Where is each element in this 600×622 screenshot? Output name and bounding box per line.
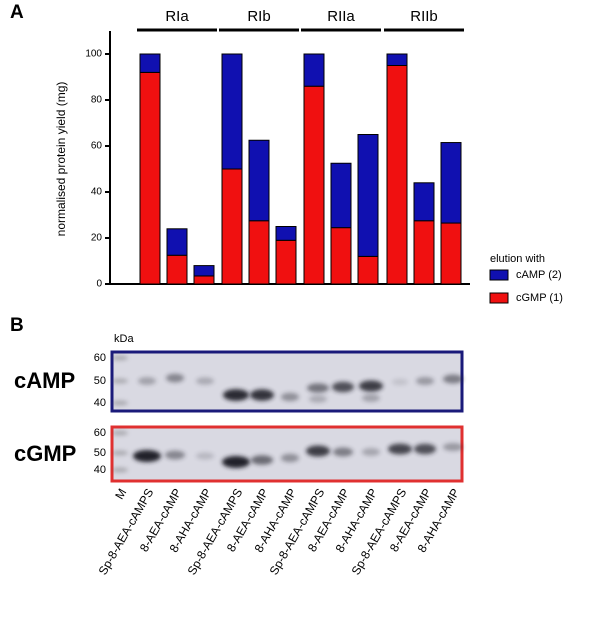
gel-label: cAMP: [14, 368, 75, 393]
bar-segment: [166, 254, 188, 285]
bar-segment: [413, 182, 435, 222]
legend-swatch: [489, 269, 509, 281]
bar-segment: [166, 228, 188, 256]
protein-band: [165, 450, 185, 460]
bar-segment: [440, 142, 462, 224]
bar-segment: [139, 71, 161, 285]
legend-label: cAMP (2): [516, 269, 562, 281]
protein-band: [359, 380, 383, 392]
protein-band: [196, 452, 214, 460]
bar-segment: [139, 53, 161, 73]
bar-segment: [330, 227, 352, 285]
panel-label: A: [10, 2, 24, 23]
bar-segment: [275, 239, 297, 285]
marker-label: 40: [94, 397, 106, 409]
bar-segment: [221, 53, 243, 170]
protein-band: [307, 383, 329, 393]
marker-band: [112, 400, 128, 406]
gel: [110, 350, 464, 413]
protein-band: [166, 373, 184, 383]
bar-segment: [330, 162, 352, 229]
marker-band: [112, 378, 128, 384]
marker-label: 50: [94, 447, 106, 459]
protein-band: [443, 442, 463, 452]
y-axis-label: normalised protein yield (mg): [54, 82, 68, 237]
bar-segment: [248, 139, 270, 222]
marker-label: 50: [94, 375, 106, 387]
protein-band: [392, 378, 408, 386]
protein-band: [443, 374, 463, 384]
bar-segment: [357, 255, 379, 285]
gel: [110, 425, 464, 483]
gel-label: cGMP: [14, 441, 76, 466]
marker-band: [112, 467, 128, 473]
protein-band: [362, 394, 380, 402]
bar-segment: [357, 134, 379, 257]
protein-band: [223, 389, 249, 401]
bar-segment: [303, 85, 325, 285]
protein-band: [196, 377, 214, 385]
legend-swatch: [489, 292, 509, 304]
y-tick-label: 100: [85, 49, 102, 60]
marker-band: [112, 355, 128, 361]
bar-segment: [275, 226, 297, 241]
protein-band: [388, 443, 412, 455]
protein-band: [332, 381, 354, 393]
protein-band: [333, 447, 353, 457]
marker-label: 60: [94, 352, 106, 364]
marker-label: 40: [94, 464, 106, 476]
lane-label: M: [112, 486, 129, 502]
marker-band: [112, 430, 128, 436]
protein-band: [309, 395, 327, 403]
marker-band: [112, 450, 128, 456]
protein-band: [306, 445, 330, 457]
bar-segment: [440, 222, 462, 285]
protein-band: [281, 453, 299, 463]
protein-band: [414, 443, 436, 455]
y-tick-label: 20: [91, 233, 103, 244]
group-label: RIa: [165, 8, 189, 25]
protein-band: [250, 389, 274, 401]
protein-band: [281, 392, 299, 402]
bar-segment: [221, 168, 243, 285]
group-label: RIb: [247, 8, 270, 25]
legend-label: cGMP (1): [516, 292, 563, 304]
bar-segment: [303, 53, 325, 87]
legend-title: elution with: [490, 253, 545, 265]
group-label: RIIa: [327, 8, 355, 25]
protein-band: [222, 456, 250, 468]
protein-band: [416, 376, 434, 386]
y-tick-label: 60: [91, 141, 103, 152]
y-tick-label: 80: [91, 95, 103, 106]
bar-segment: [386, 53, 408, 66]
protein-band: [138, 377, 156, 385]
panel-label: B: [10, 315, 24, 336]
group-label: RIIb: [410, 8, 438, 25]
y-tick-label: 0: [96, 279, 102, 290]
bar-segment: [193, 275, 215, 285]
bar-segment: [413, 220, 435, 285]
y-tick-label: 40: [91, 187, 103, 198]
bar-segment: [193, 265, 215, 277]
bar-segment: [248, 220, 270, 285]
protein-band: [362, 448, 380, 456]
bar-segment: [386, 65, 408, 285]
kda-label: kDa: [114, 333, 134, 345]
protein-band: [133, 450, 161, 462]
marker-label: 60: [94, 427, 106, 439]
protein-band: [251, 455, 273, 465]
